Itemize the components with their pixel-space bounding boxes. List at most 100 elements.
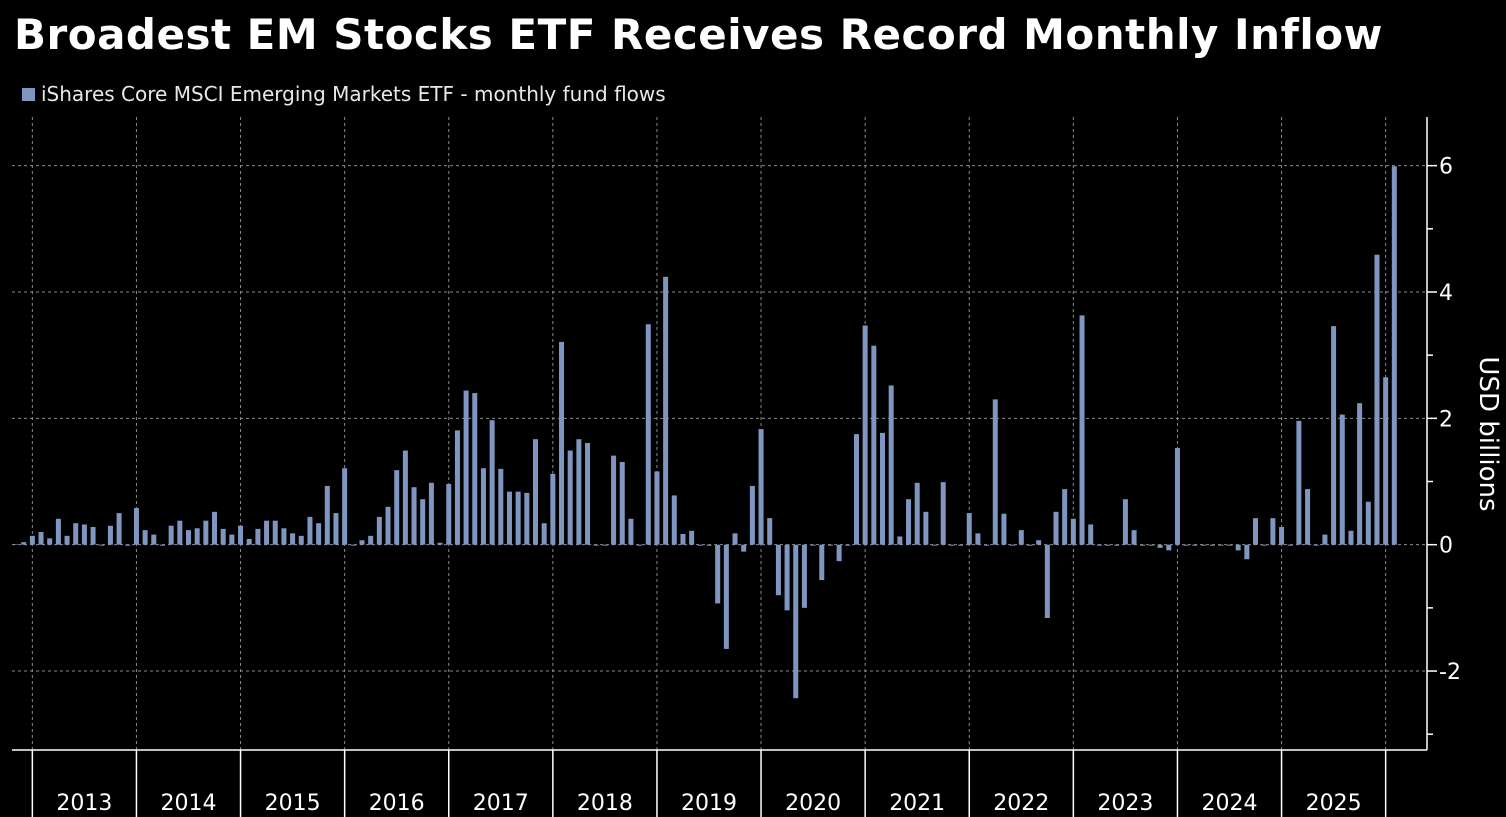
bar — [663, 276, 669, 545]
bar — [472, 393, 478, 545]
bar — [819, 544, 825, 581]
bar — [186, 530, 191, 545]
bar — [1105, 544, 1111, 546]
bar — [480, 468, 486, 545]
y-tick-label: -2 — [1439, 660, 1461, 685]
bar — [836, 544, 842, 562]
bar — [880, 432, 885, 545]
bar — [637, 544, 643, 546]
bar — [454, 430, 460, 545]
bar — [1253, 518, 1259, 545]
bar — [1383, 377, 1389, 545]
bar — [168, 525, 174, 545]
bar — [99, 544, 105, 546]
bar — [697, 544, 703, 546]
bar — [775, 544, 781, 596]
bar — [906, 499, 912, 545]
bar — [593, 544, 599, 546]
bar — [689, 530, 695, 545]
bar — [272, 520, 278, 545]
y-tick-label: 2 — [1439, 407, 1453, 432]
legend-label: iShares Core MSCI Emerging Markets ETF -… — [41, 82, 666, 106]
bar — [1174, 448, 1180, 545]
bar — [793, 544, 799, 699]
bar — [862, 325, 868, 545]
bar — [671, 495, 677, 545]
bar — [932, 544, 938, 546]
bar — [446, 484, 452, 545]
bar — [298, 535, 304, 545]
bar — [290, 533, 296, 545]
x-tick-label: 2022 — [993, 791, 1049, 816]
bar — [437, 542, 443, 545]
bar — [1305, 489, 1311, 545]
bar — [116, 513, 122, 545]
bar — [316, 523, 322, 545]
bar — [940, 482, 946, 545]
x-tick-label: 2013 — [56, 791, 112, 816]
bar — [853, 434, 859, 545]
bar — [515, 491, 521, 545]
bar — [1227, 544, 1232, 546]
bar — [1235, 544, 1241, 551]
bar — [1348, 530, 1354, 545]
bar — [715, 544, 721, 604]
bar — [680, 533, 686, 545]
bar — [411, 487, 417, 545]
bar — [1261, 544, 1267, 546]
bar — [125, 544, 131, 546]
bar — [827, 544, 833, 546]
bar — [281, 528, 287, 545]
bar — [628, 518, 634, 545]
bar — [619, 461, 625, 545]
bar — [871, 345, 877, 545]
bar — [1279, 526, 1285, 545]
bar — [1313, 544, 1319, 546]
bar — [602, 544, 608, 546]
bar — [966, 513, 972, 545]
bar — [645, 324, 651, 545]
bar — [541, 523, 547, 545]
x-tick-label: 2017 — [473, 791, 529, 816]
bar — [1079, 315, 1085, 545]
bar — [975, 533, 981, 545]
bar — [1157, 544, 1163, 548]
legend: iShares Core MSCI Emerging Markets ETF -… — [22, 82, 666, 106]
y-tick-label: 6 — [1439, 155, 1453, 180]
bar — [1244, 544, 1250, 560]
bar — [845, 544, 851, 546]
x-tick-label: 2021 — [889, 791, 945, 816]
bar — [47, 538, 53, 545]
y-axis-title: USD billions — [1473, 356, 1503, 511]
bar — [81, 524, 87, 545]
bar — [1218, 544, 1224, 546]
bar — [133, 508, 139, 545]
bar — [654, 471, 660, 545]
bar — [914, 482, 920, 545]
bar — [801, 544, 807, 608]
bar — [1148, 544, 1154, 546]
bar — [90, 526, 96, 545]
bar — [402, 450, 408, 545]
bar — [238, 525, 244, 545]
bar — [1027, 544, 1033, 546]
x-tick-label: 2014 — [161, 791, 217, 816]
bar — [1339, 414, 1345, 545]
bar — [1140, 544, 1146, 546]
bar — [1053, 511, 1059, 545]
bar — [463, 390, 469, 545]
bar — [1192, 544, 1198, 546]
bar — [533, 439, 538, 545]
x-tick-label: 2015 — [265, 791, 321, 816]
bar — [992, 399, 998, 545]
bar — [706, 544, 712, 546]
bar — [420, 499, 426, 545]
bar — [723, 544, 729, 649]
bar — [246, 539, 252, 545]
bar — [1374, 254, 1380, 545]
bar — [1183, 544, 1189, 546]
bar — [749, 485, 755, 545]
bar — [1296, 420, 1302, 545]
bar — [506, 491, 512, 545]
